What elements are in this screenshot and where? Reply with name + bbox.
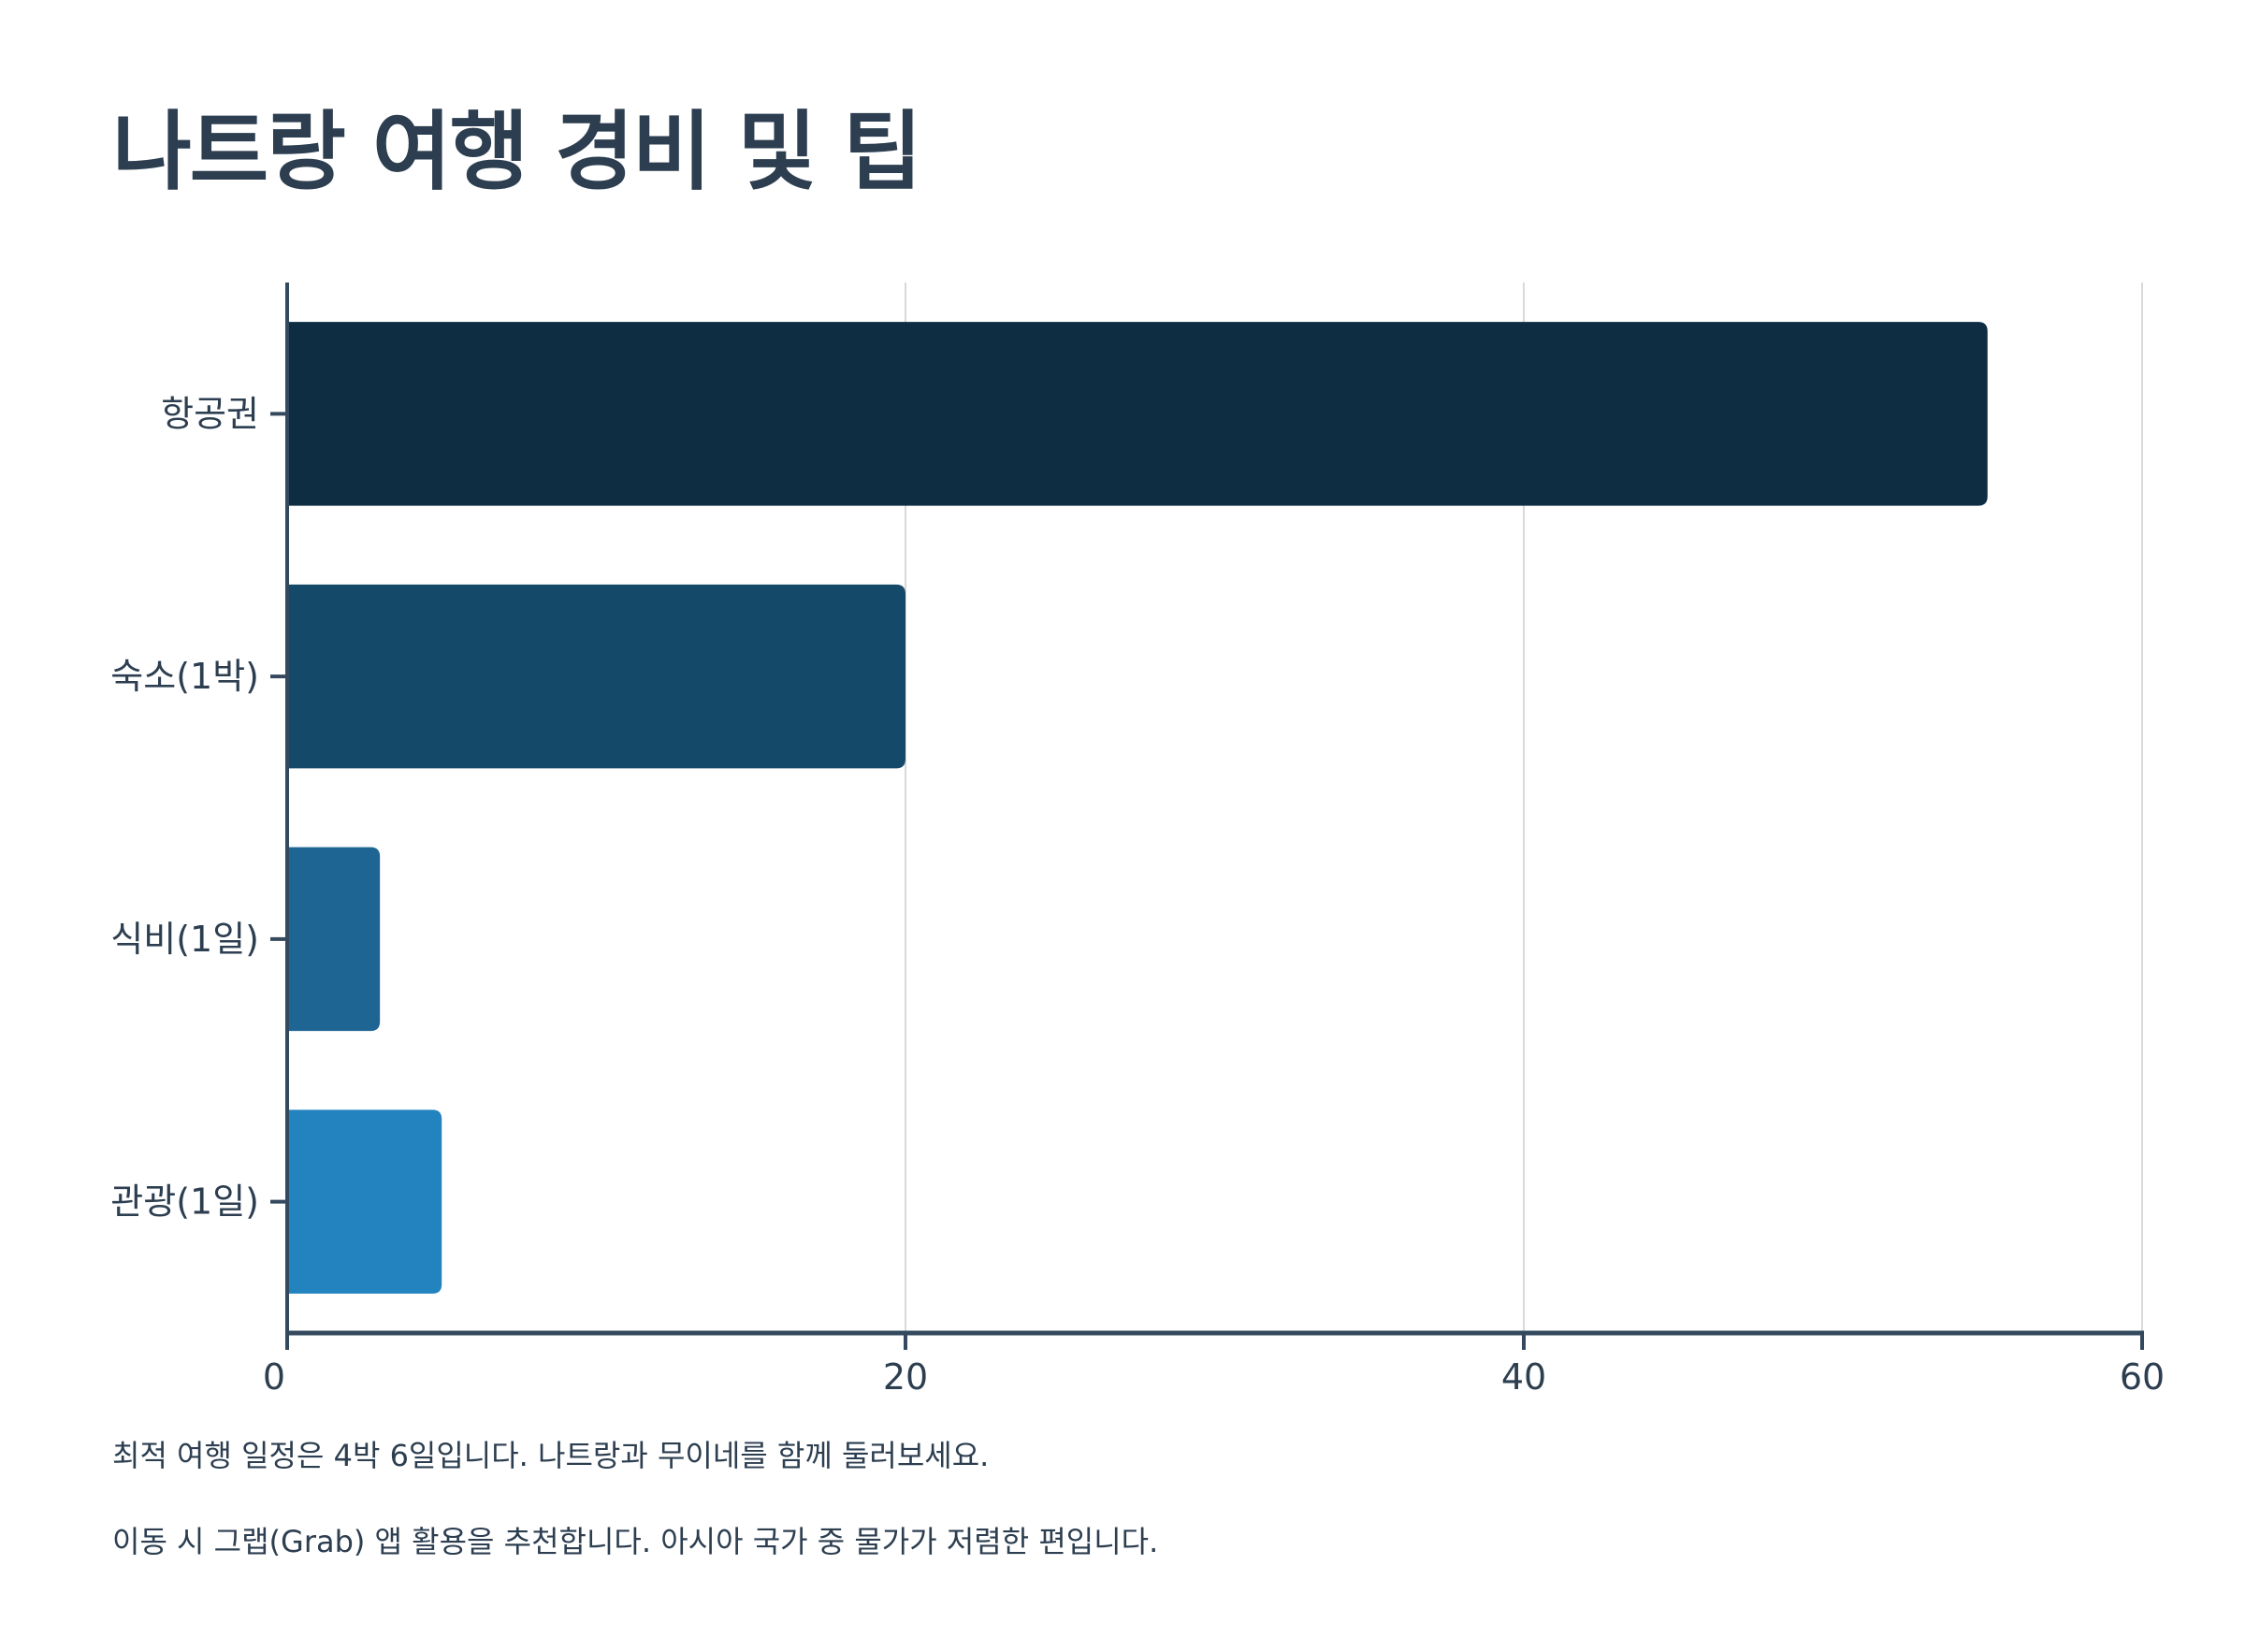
y-tick-label-1: 항공권 <box>161 393 259 434</box>
x-tick-label-20: 20 <box>883 1356 928 1398</box>
y-tick-label-4: 관광(1일) <box>110 1181 259 1223</box>
bar-2 <box>287 584 905 769</box>
chart-title: 나트랑 여행 경비 및 팁 <box>112 102 922 202</box>
bar-1 <box>287 322 1988 506</box>
x-tick-label-60: 60 <box>2120 1356 2165 1398</box>
bar-4 <box>287 1109 442 1294</box>
notes: 최적 여행 일정은 4박 6일입니다. 나트랑과 무이네를 함께 둘러보세요. … <box>112 1433 1158 1564</box>
x-tick-label-0: 0 <box>263 1356 285 1398</box>
note-transport: 이동 시 그랩(Grab) 앱 활용을 추천합니다. 아시아 국가 중 물가가 … <box>112 1524 1159 1559</box>
bar-3 <box>287 847 381 1032</box>
note-itinerary: 최적 여행 일정은 4박 6일입니다. 나트랑과 무이네를 함께 둘러보세요. <box>112 1438 990 1473</box>
x-tick-label-40: 40 <box>1501 1356 1546 1398</box>
y-tick-label-3: 식비(1일) <box>110 919 259 960</box>
y-tick-label-2: 숙소(1박) <box>110 656 259 697</box>
